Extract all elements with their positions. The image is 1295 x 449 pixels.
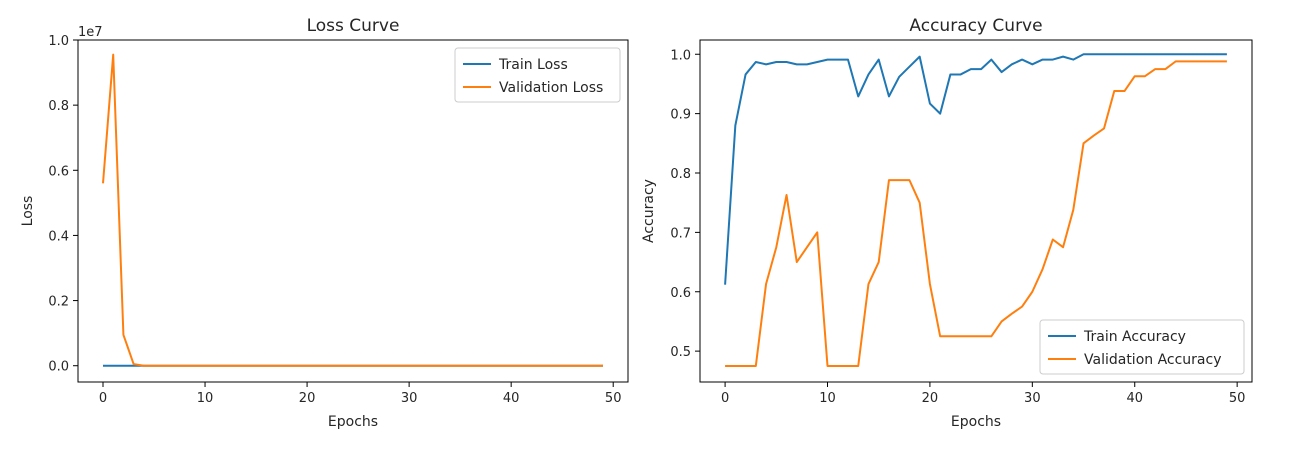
- x-tick-label: 20: [922, 391, 939, 406]
- y-tick-label: 0.6: [670, 286, 691, 301]
- chart-1: Loss Curve 0 10 20 30 40 50 0.0 0.2 0.4 0.6 0.8 1.0 1…: [20, 16, 629, 430]
- y-tick-label: 0.5: [670, 345, 691, 360]
- y-tick-label: 1.0: [48, 34, 69, 49]
- x-tick-label: 0: [99, 391, 107, 406]
- y-tick-label: 0.8: [48, 99, 69, 114]
- x-tick-label: 0: [721, 391, 729, 406]
- chart-title: Loss Curve: [307, 16, 400, 36]
- legend-entry: Validation Loss: [499, 80, 603, 96]
- y-tick-label: 0.9: [670, 108, 691, 123]
- legend-entry: Validation Accuracy: [1084, 352, 1222, 368]
- x-tick-label: 30: [1024, 391, 1041, 406]
- chart-2: Accuracy Curve 0 10 20 30 40 50 0.5 0.6 0.7 0.8 0.9…: [641, 16, 1253, 430]
- y-axis-label: Loss: [20, 196, 36, 227]
- legend: Train Accuracy Validation Accuracy: [1039, 319, 1245, 375]
- series-line-validation-loss: [102, 53, 603, 367]
- axes-frame: [77, 39, 629, 383]
- x-axis-label: Epochs: [328, 414, 378, 430]
- y-tick-label: 0.7: [670, 226, 691, 241]
- legend-box: [1039, 319, 1245, 375]
- y-tick-label: 1.0: [670, 48, 691, 63]
- series-line-train-accuracy: [724, 53, 1227, 285]
- x-tick-label: 20: [299, 391, 316, 406]
- legend: Train Loss Validation Loss: [454, 47, 621, 103]
- y-tick-label: 0.6: [48, 164, 69, 179]
- x-tick-label: 50: [1229, 391, 1246, 406]
- y-tick-label: 0.2: [48, 295, 69, 310]
- x-tick-label: 30: [401, 391, 418, 406]
- legend-entry: Train Loss: [498, 57, 568, 73]
- axes-frame: [699, 39, 1253, 383]
- legend-box: [454, 47, 621, 103]
- chart-title: Accuracy Curve: [909, 16, 1042, 36]
- x-tick-label: 40: [1126, 391, 1143, 406]
- y-tick-label: 0.0: [48, 360, 69, 375]
- x-tick-label: 10: [819, 391, 836, 406]
- y-offset-text: 1e7: [78, 25, 103, 40]
- legend-entry: Train Accuracy: [1083, 329, 1186, 345]
- x-tick-label: 50: [605, 391, 622, 406]
- x-tick-label: 40: [503, 391, 520, 406]
- series-line-validation-accuracy: [725, 60, 1227, 367]
- y-axis-label: Accuracy: [641, 179, 657, 243]
- x-tick-label: 10: [197, 391, 214, 406]
- x-axis-label: Epochs: [951, 414, 1001, 430]
- y-tick-label: 0.4: [48, 229, 69, 244]
- y-tick-label: 0.8: [670, 167, 691, 182]
